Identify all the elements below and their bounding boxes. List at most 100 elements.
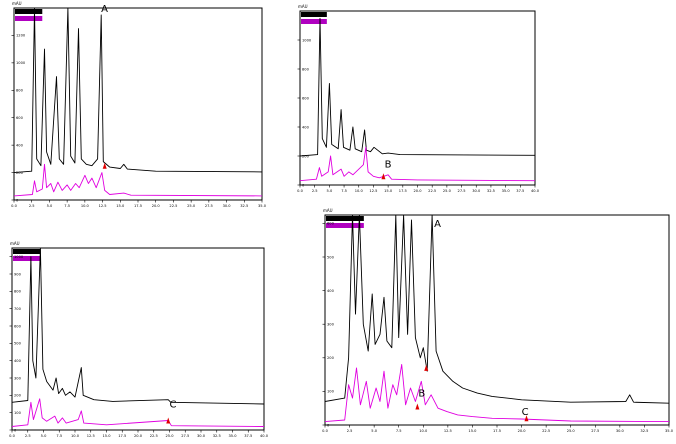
peak-marker: [102, 162, 107, 169]
x-tick-label: 35.0: [665, 429, 674, 433]
y-tick-label: 700: [14, 307, 22, 311]
y-tick-label: 300: [14, 376, 22, 380]
x-tick-label: 12.5: [369, 189, 377, 193]
x-tick-label: 0.0: [297, 189, 303, 193]
legend-entry-0: [301, 12, 327, 17]
x-tick-label: 7.5: [396, 429, 402, 433]
x-tick-label: 27.5: [205, 204, 213, 208]
chromatogram-panel-bottom-left: mAU 0.0 2.5 5.0 7.5 10.0 12.5 15.0 17.5 20.0 22.5 2…: [9, 241, 269, 438]
legend-entry-1: [301, 19, 327, 24]
y-tick-label: 1000: [16, 61, 26, 65]
x-tick-label: 17.5: [399, 189, 407, 193]
y-tick-label: 200: [14, 394, 22, 398]
y-tick-label: 600: [16, 116, 24, 120]
y-tick-label: 400: [16, 143, 24, 147]
x-tick-label: 20.0: [152, 204, 161, 208]
x-tick-label: 2.5: [312, 189, 318, 193]
x-tick-label: 27.5: [181, 434, 189, 438]
x-tick-label: 15.0: [116, 204, 125, 208]
x-tick-label: 20.0: [413, 189, 422, 193]
x-tick-label: 10.0: [419, 429, 428, 433]
series-line-black: [14, 8, 262, 174]
x-tick-label: 40.0: [531, 189, 540, 193]
x-tick-label: 22.5: [169, 204, 177, 208]
x-tick-label: 20.0: [134, 434, 143, 438]
x-tick-label: 17.5: [134, 204, 142, 208]
y-tick-label: 500: [14, 342, 22, 346]
x-tick-label: 35.0: [228, 434, 237, 438]
x-tick-label: 0.0: [9, 434, 15, 438]
plot-frame: [324, 214, 670, 426]
y-tick-label: 600: [14, 324, 22, 328]
x-tick-label: 2.5: [25, 434, 31, 438]
x-tick-label: 7.5: [64, 204, 70, 208]
x-tick-label: 30.0: [197, 434, 206, 438]
x-tick-label: 12.5: [99, 204, 107, 208]
y-unit-label: mAU: [298, 4, 308, 9]
y-unit-label: mAU: [323, 208, 333, 213]
x-tick-label: 5.0: [327, 189, 333, 193]
annotation-b: B: [385, 160, 392, 171]
x-tick-label: 25.0: [187, 204, 196, 208]
x-tick-label: 30.0: [616, 429, 625, 433]
legend-entry-1: [13, 256, 41, 261]
x-tick-label: 17.5: [493, 429, 501, 433]
y-tick-label: 0: [327, 423, 330, 427]
x-tick-label: 15.0: [384, 189, 393, 193]
legend-entry-0: [15, 9, 43, 14]
y-tick-label: 100: [14, 411, 22, 415]
y-tick-label: 600: [327, 222, 335, 226]
y-tick-label: 0: [302, 183, 305, 187]
y-tick-label: 200: [16, 171, 24, 175]
series-line-black: [300, 17, 535, 157]
y-tick-label: 200: [302, 154, 310, 158]
x-tick-label: 10.0: [355, 189, 364, 193]
peak-marker: [166, 417, 171, 424]
legend-entry-0: [326, 216, 364, 221]
x-tick-label: 7.5: [341, 189, 347, 193]
peak-marker: [524, 415, 529, 422]
plot-frame: [299, 10, 536, 186]
x-tick-label: 2.5: [29, 204, 35, 208]
chromatogram-panel-bottom-right: mAU 0.0 2.5 5.0 7.5 10.0 12.5 15.0 17.5 20.0 22.5 2…: [322, 208, 674, 433]
annotation-b: B: [418, 388, 425, 399]
y-tick-label: 800: [302, 67, 310, 71]
x-tick-label: 20.0: [518, 429, 527, 433]
x-tick-label: 5.0: [47, 204, 53, 208]
y-tick-label: 300: [327, 323, 335, 327]
x-tick-label: 32.5: [213, 434, 221, 438]
x-tick-label: 22.5: [542, 429, 550, 433]
x-tick-label: 25.0: [443, 189, 452, 193]
chromatogram-panel-top-right: mAU 0.0 2.5 5.0 7.5 10.0 12.5 15.0 17.5 20.0 22.5 2…: [297, 4, 540, 193]
y-tick-label: 400: [14, 359, 22, 363]
x-tick-label: 12.5: [87, 434, 95, 438]
x-tick-label: 25.0: [567, 429, 576, 433]
series-line-black: [325, 215, 669, 404]
y-unit-label: mAU: [12, 1, 22, 6]
x-tick-label: 30.0: [472, 189, 481, 193]
legend-entry-1: [15, 16, 43, 21]
x-tick-label: 2.5: [347, 429, 353, 433]
x-tick-label: 25.0: [165, 434, 174, 438]
x-tick-label: 30.0: [223, 204, 232, 208]
x-tick-label: 32.5: [240, 204, 248, 208]
y-tick-label: 0: [16, 198, 19, 202]
peak-marker: [415, 403, 420, 410]
x-tick-label: 27.5: [458, 189, 466, 193]
x-tick-label: 32.5: [487, 189, 495, 193]
y-tick-label: 800: [14, 290, 22, 294]
x-tick-label: 15.0: [102, 434, 111, 438]
y-tick-label: 400: [302, 125, 310, 129]
x-tick-label: 40.0: [260, 434, 269, 438]
x-tick-label: 0.0: [11, 204, 17, 208]
series-line-magenta: [300, 146, 535, 182]
x-tick-label: 0.0: [322, 429, 328, 433]
annotation-c: C: [170, 399, 177, 410]
x-tick-label: 27.5: [591, 429, 599, 433]
series-line-black: [12, 248, 264, 405]
annotation-a: A: [101, 4, 108, 15]
x-tick-label: 15.0: [468, 429, 477, 433]
y-tick-label: 500: [327, 255, 335, 259]
x-tick-label: 10.0: [81, 204, 90, 208]
x-tick-label: 12.5: [444, 429, 452, 433]
